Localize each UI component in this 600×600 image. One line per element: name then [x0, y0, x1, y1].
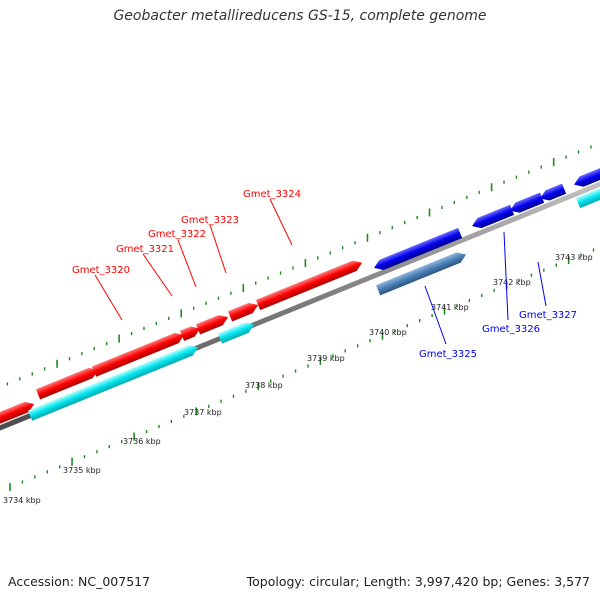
reverse-gene-labels: Gmet_3325 Gmet_3326 Gmet_3327	[419, 231, 577, 360]
scale-label: 3735 kbp	[63, 466, 101, 475]
gene-label[interactable]: Gmet_3326	[482, 324, 540, 335]
feature-arrow[interactable]	[218, 320, 256, 344]
scale-label: 3742 kbp	[493, 278, 531, 287]
feature-arrow[interactable]	[470, 204, 515, 231]
leader-line	[537, 261, 547, 307]
feature-arrow[interactable]	[572, 163, 600, 189]
map-title: Geobacter metallireducens GS-15, complet…	[113, 8, 487, 24]
feature-arrow[interactable]	[576, 182, 600, 209]
leader-line	[177, 239, 197, 288]
gene-label[interactable]: Gmet_3320	[72, 265, 130, 276]
inner-tick-track	[9, 248, 595, 491]
leader-line	[142, 253, 173, 297]
scale-labels: 3734 kbp 3735 kbp 3736 kbp 3737 kbp 3738…	[3, 253, 593, 505]
leader-line	[269, 198, 293, 246]
scale-label: 3739 kbp	[307, 354, 345, 363]
feature-arrow[interactable]	[92, 330, 186, 377]
feature-arrow[interactable]	[538, 183, 567, 204]
feature-track	[0, 163, 600, 427]
gene-label[interactable]: Gmet_3321	[116, 244, 174, 255]
gene-label[interactable]: Gmet_3323	[181, 215, 239, 226]
gene-label[interactable]: Gmet_3324	[243, 189, 301, 200]
feature-arrow[interactable]	[180, 323, 202, 341]
outer-tick-track	[6, 145, 592, 386]
feature-arrow[interactable]	[372, 227, 463, 273]
leader-line	[94, 274, 123, 321]
leader-line	[209, 224, 227, 274]
feature-arrow[interactable]	[228, 300, 260, 322]
feature-arrow[interactable]	[28, 342, 200, 421]
scale-label: 3741 kbp	[431, 303, 469, 312]
gene-label[interactable]: Gmet_3322	[148, 229, 206, 240]
leader-line	[503, 231, 509, 321]
scale-label: 3738 kbp	[245, 381, 283, 390]
forward-gene-labels: Gmet_3320 Gmet_3321 Gmet_3322 Gmet_3323 …	[72, 189, 301, 321]
feature-arrow[interactable]	[508, 192, 545, 216]
accession-text: Accession: NC_007517	[8, 574, 151, 589]
gene-label[interactable]: Gmet_3327	[519, 310, 577, 321]
feature-arrow[interactable]	[376, 249, 468, 296]
topology-text: Topology: circular; Length: 3,997,420 bp…	[246, 574, 590, 589]
feature-arrow[interactable]	[256, 258, 364, 311]
scale-label: 3743 kbp	[555, 253, 593, 262]
feature-arrow[interactable]	[0, 399, 36, 427]
feature-arrow[interactable]	[36, 365, 100, 400]
feature-arrow[interactable]	[196, 312, 230, 335]
gene-label[interactable]: Gmet_3325	[419, 349, 477, 360]
scale-label: 3737 kbp	[184, 408, 222, 417]
leader-line	[424, 285, 447, 345]
scale-label: 3734 kbp	[3, 496, 41, 505]
scale-label: 3740 kbp	[369, 328, 407, 337]
scale-label: 3736 kbp	[123, 437, 161, 446]
